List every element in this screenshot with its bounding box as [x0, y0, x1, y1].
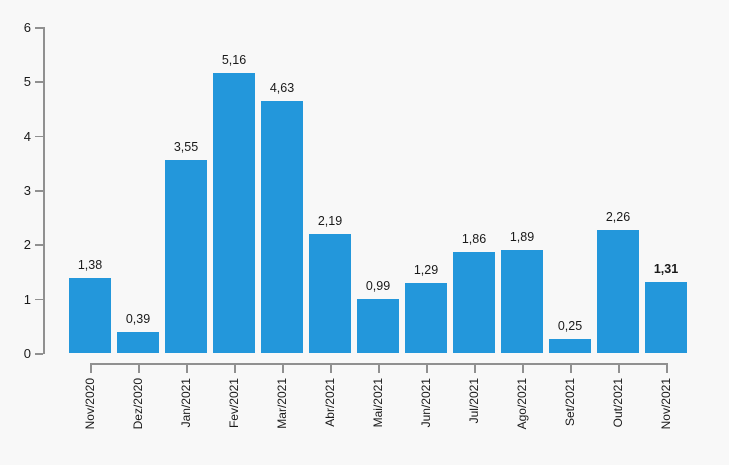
bar: [597, 230, 639, 353]
x-tick: [330, 363, 332, 373]
y-tick-label: 2: [23, 237, 31, 253]
x-tick-label: Abr/2021: [323, 378, 337, 427]
x-tick: [378, 363, 380, 373]
x-tick: [570, 363, 572, 373]
x-tick-label: Mar/2021: [275, 378, 289, 429]
x-tick-label: Jul/2021: [467, 378, 481, 424]
x-tick: [618, 363, 620, 373]
x-tick: [138, 363, 140, 373]
bar-value-label: 0,25: [557, 319, 583, 333]
x-tick: [186, 363, 188, 373]
x-tick: [474, 363, 476, 373]
bar: [213, 73, 255, 353]
x-tick: [234, 363, 236, 373]
bar: [117, 332, 159, 353]
bar-value-label: 0,99: [365, 279, 391, 293]
y-tick-label: 3: [23, 183, 31, 198]
bar: [69, 278, 111, 353]
bar-value-label: 1,86: [461, 232, 487, 246]
bar: [453, 252, 495, 353]
bar-value-label: 1,29: [413, 263, 439, 277]
x-tick-label: Mai/2021: [371, 378, 385, 428]
bar-value-label: 3,55: [173, 140, 199, 154]
y-tick-label: 5: [23, 74, 31, 90]
x-tick: [90, 363, 92, 373]
bar-value-label: 2,26: [605, 210, 631, 224]
bar: [357, 299, 399, 353]
y-tick-label: 4: [23, 128, 31, 144]
x-tick-label: Ago/2021: [515, 378, 529, 430]
y-tick: [35, 190, 43, 192]
bar: [165, 160, 207, 353]
bar-value-label: 2,19: [317, 214, 343, 228]
x-tick: [426, 363, 428, 373]
y-tick: [35, 27, 43, 29]
y-axis-line: [43, 27, 45, 354]
bar-value-label: 4,63: [269, 81, 295, 95]
y-tick: [35, 244, 43, 246]
bar: [261, 101, 303, 353]
x-tick-label: Out/2021: [611, 378, 625, 428]
x-tick: [666, 363, 668, 373]
x-tick-label: Nov/2020: [83, 378, 97, 430]
y-tick: [35, 135, 43, 138]
x-tick: [282, 363, 284, 373]
bar: [309, 234, 351, 353]
y-tick-label: 0: [23, 346, 31, 361]
x-tick-label: Dez/2020: [131, 378, 145, 430]
bar-value-label: 5,16: [221, 53, 247, 67]
bar: [549, 339, 591, 353]
x-tick-label: Nov/2021: [659, 378, 673, 430]
bar-value-label: 1,31: [653, 262, 679, 276]
bar: [405, 283, 447, 353]
x-tick-label: Jun/2021: [419, 378, 433, 428]
y-tick-label: 1: [23, 291, 31, 307]
x-tick-label: Jan/2021: [179, 378, 193, 428]
bar-value-label: 1,89: [509, 230, 535, 244]
bar-value-label: 1,38: [77, 258, 103, 272]
y-tick-label: 6: [23, 20, 31, 36]
y-tick: [35, 298, 43, 301]
x-tick-label: Set/2021: [563, 378, 577, 427]
x-tick-label: Fev/2021: [227, 378, 241, 429]
y-tick: [35, 353, 43, 355]
bar: [645, 282, 687, 353]
y-tick: [35, 81, 43, 83]
x-tick: [522, 363, 524, 373]
bar-value-label: 0,39: [125, 312, 151, 326]
bar: [501, 250, 543, 353]
